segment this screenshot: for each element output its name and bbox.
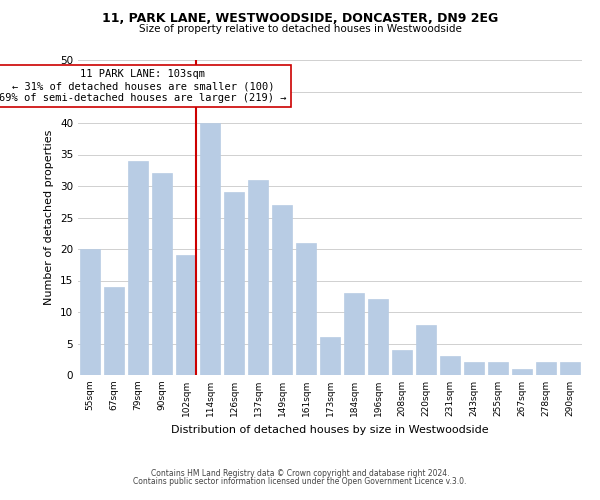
Text: Size of property relative to detached houses in Westwoodside: Size of property relative to detached ho… (139, 24, 461, 34)
Y-axis label: Number of detached properties: Number of detached properties (44, 130, 55, 305)
Text: 11, PARK LANE, WESTWOODSIDE, DONCASTER, DN9 2EG: 11, PARK LANE, WESTWOODSIDE, DONCASTER, … (102, 12, 498, 26)
Bar (488, 362, 508, 375)
Bar (368, 300, 388, 375)
Bar (416, 324, 436, 375)
Bar (104, 287, 124, 375)
Bar (296, 242, 316, 375)
Bar (392, 350, 412, 375)
Bar (464, 362, 484, 375)
Bar (512, 368, 532, 375)
Bar (152, 174, 172, 375)
X-axis label: Distribution of detached houses by size in Westwoodside: Distribution of detached houses by size … (171, 424, 489, 434)
Bar (200, 123, 220, 375)
Bar (176, 256, 196, 375)
Bar (224, 192, 244, 375)
Bar (248, 180, 268, 375)
Text: 11 PARK LANE: 103sqm
← 31% of detached houses are smaller (100)
69% of semi-deta: 11 PARK LANE: 103sqm ← 31% of detached h… (0, 70, 287, 102)
Bar (440, 356, 460, 375)
Text: Contains public sector information licensed under the Open Government Licence v.: Contains public sector information licen… (133, 477, 467, 486)
Bar (344, 293, 364, 375)
Bar (80, 249, 100, 375)
Bar (536, 362, 556, 375)
Bar (560, 362, 580, 375)
Bar (320, 337, 340, 375)
Text: Contains HM Land Registry data © Crown copyright and database right 2024.: Contains HM Land Registry data © Crown c… (151, 468, 449, 477)
Bar (128, 161, 148, 375)
Bar (272, 205, 292, 375)
